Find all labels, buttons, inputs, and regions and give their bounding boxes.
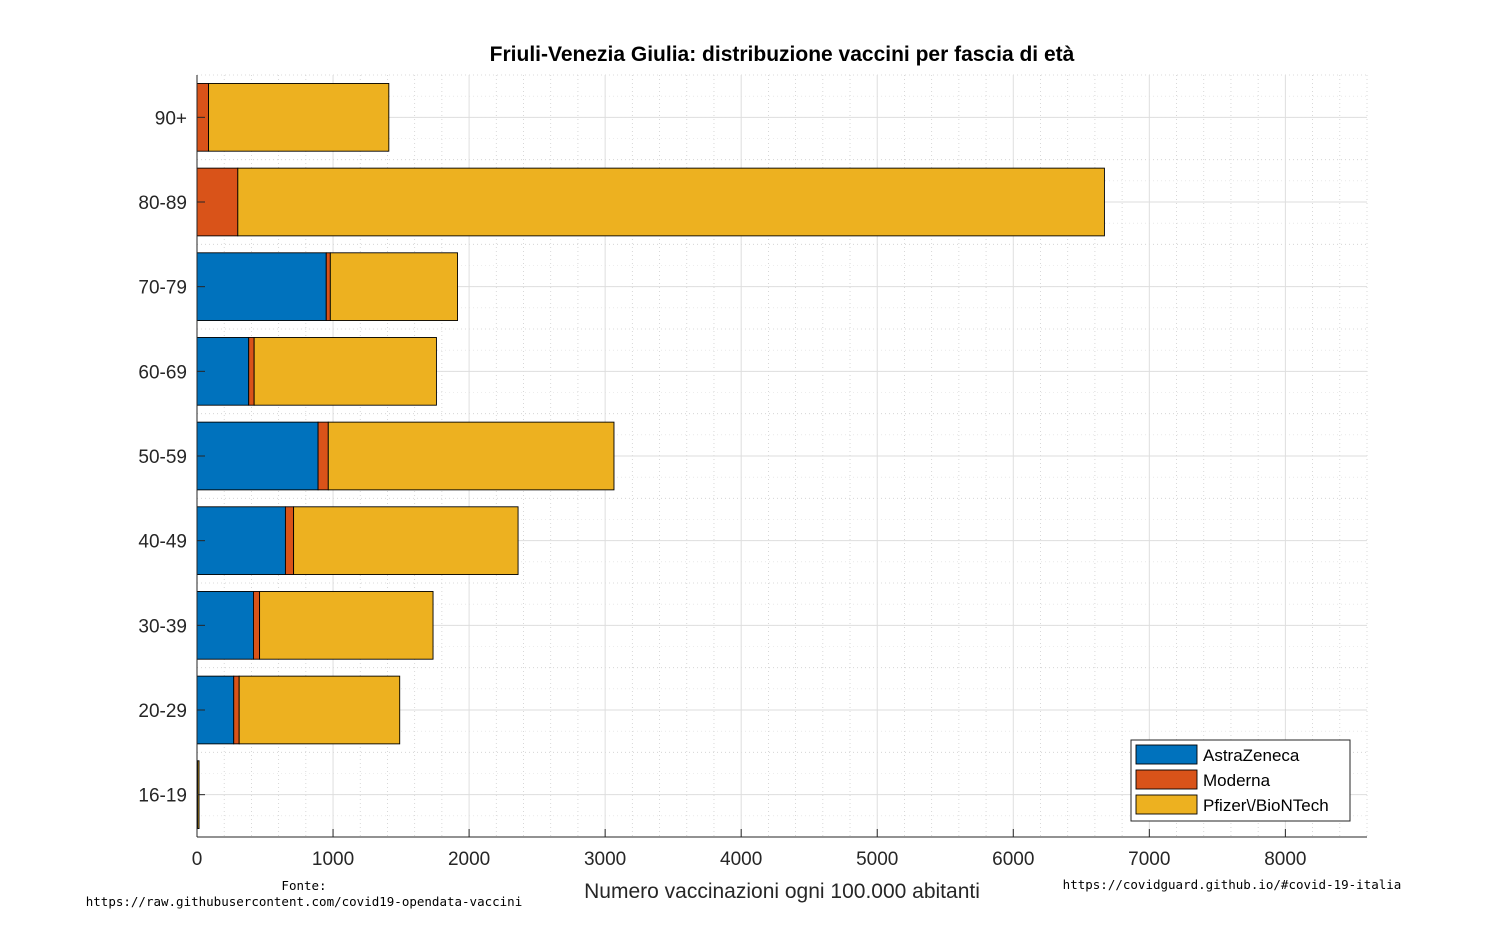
x-tick-label: 2000 — [448, 849, 490, 870]
x-axis-label: Numero vaccinazioni ogni 100.000 abitant… — [584, 880, 980, 903]
bar-50-59-pfizerbiontech — [327, 421, 615, 491]
bar-30-39-pfizerbiontech — [259, 591, 434, 660]
x-tick-label: 5000 — [856, 849, 898, 870]
y-tick-label: 60-69 — [138, 362, 187, 383]
bar-60-69-pfizerbiontech — [253, 337, 437, 406]
source-label: Fonte: — [281, 878, 326, 893]
bar-40-49-astrazeneca — [196, 506, 286, 575]
source-url: https://raw.githubusercontent.com/covid1… — [86, 894, 523, 909]
x-tick-label: 7000 — [1128, 849, 1170, 870]
bar-60-69-astrazeneca — [196, 337, 250, 406]
y-tick-label: 30-39 — [138, 616, 187, 637]
chart-title: Friuli-Venezia Giulia: distribuzione vac… — [490, 43, 1075, 66]
bar-20-29-pfizerbiontech — [238, 675, 401, 745]
bar-50-59-astrazeneca — [196, 421, 319, 491]
y-tick-label: 16-19 — [138, 786, 187, 807]
bar-50-59-moderna — [317, 421, 329, 491]
y-tick-label: 20-29 — [138, 701, 187, 722]
y-tick-label: 90+ — [155, 108, 187, 129]
bar-60-69-moderna — [248, 337, 255, 406]
legend-label: Moderna — [1203, 771, 1271, 790]
x-tick-label: 6000 — [992, 849, 1034, 870]
y-tick-label: 40-49 — [138, 532, 187, 553]
bar-40-49-moderna — [284, 506, 295, 575]
y-tick-label: 80-89 — [138, 193, 187, 214]
grid — [197, 74, 1368, 838]
tick-labels: 0 1000 2000 3000 4000 5000 6000 7000 8000 90+ 80-8… — [138, 108, 1306, 870]
legend: AstraZeneca Moderna Pfizer\/BioNTech — [1130, 739, 1351, 822]
bar-70-79-moderna — [325, 252, 331, 321]
x-tick-label: 4000 — [720, 849, 762, 870]
bar-30-39-moderna — [253, 591, 261, 660]
legend-swatch — [1135, 769, 1198, 790]
bar-20-29-moderna — [233, 675, 240, 745]
legend-swatch — [1135, 794, 1198, 815]
site-url: https://covidguard.github.io/#covid-19-i… — [1063, 877, 1402, 892]
y-tick-label: 70-79 — [138, 278, 187, 299]
legend-swatch — [1135, 744, 1198, 765]
bar-40-49-pfizerbiontech — [293, 506, 519, 575]
legend-label: Pfizer\/BioNTech — [1203, 796, 1329, 815]
x-tick-label: 8000 — [1264, 849, 1306, 870]
bar-70-79-pfizerbiontech — [329, 252, 458, 321]
bars — [196, 83, 1105, 829]
legend-label: AstraZeneca — [1203, 746, 1300, 765]
x-tick-label: 3000 — [584, 849, 626, 870]
bar-30-39-astrazeneca — [196, 591, 254, 660]
x-tick-label: 0 — [192, 849, 203, 870]
x-tick-label: 1000 — [312, 849, 354, 870]
bar-70-79-astrazeneca — [196, 252, 327, 321]
bar-80-89-pfizerbiontech — [237, 167, 1105, 237]
y-tick-label: 50-59 — [138, 447, 187, 468]
ticks — [196, 116, 1286, 837]
bar-90+-pfizerbiontech — [208, 83, 390, 152]
